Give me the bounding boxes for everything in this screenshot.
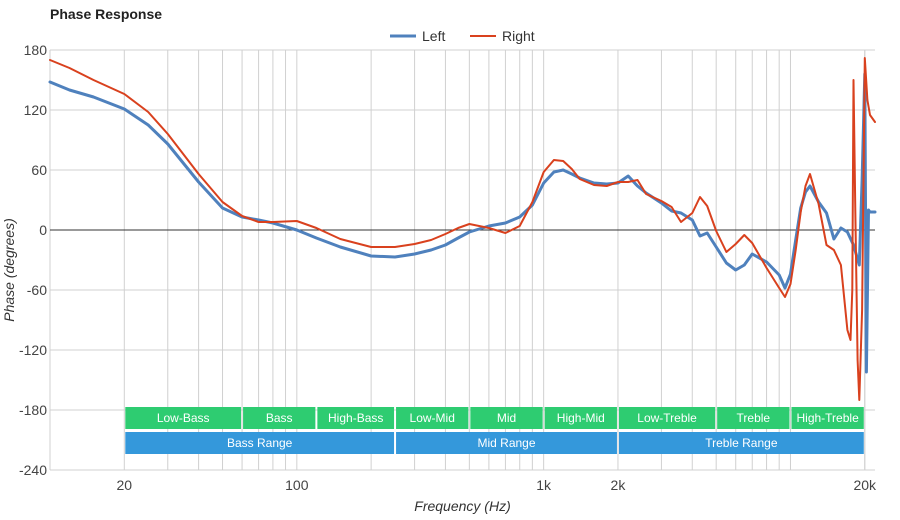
y-tick-label: -180 [19, 402, 47, 418]
band-label: Bass [266, 411, 293, 425]
y-tick-label: -240 [19, 462, 47, 478]
band-bass-range [125, 432, 395, 454]
legend-label-left: Left [422, 28, 445, 44]
x-tick-label: 100 [285, 477, 309, 493]
band-high-bass [317, 407, 395, 429]
series-line-left [48, 72, 877, 374]
x-tick-label: 20 [117, 477, 133, 493]
band-label: Low-Bass [157, 411, 210, 425]
y-tick-label: -120 [19, 342, 47, 358]
y-tick-label: -60 [27, 282, 47, 298]
band-high-mid [544, 407, 617, 429]
y-axis-label: Phase (degrees) [1, 218, 17, 322]
x-tick-label: 20k [853, 477, 877, 493]
band-treble-range [618, 432, 864, 454]
band-low-mid [396, 407, 469, 429]
band-label: Treble [737, 411, 771, 425]
band-label: Treble Range [705, 436, 778, 450]
band-low-bass [125, 407, 242, 429]
y-tick-label: 0 [39, 222, 47, 238]
band-mid [470, 407, 543, 429]
x-tick-label: 1k [536, 477, 552, 493]
band-high-treble [791, 407, 864, 429]
series-line-right [49, 57, 876, 401]
band-mid-range [396, 432, 617, 454]
band-label: High-Treble [797, 411, 860, 425]
band-treble [717, 407, 790, 429]
y-tick-label: 180 [24, 42, 48, 58]
band-label: Bass Range [227, 436, 293, 450]
y-tick-label: 60 [31, 162, 47, 178]
y-tick-label: 120 [24, 102, 48, 118]
band-label: Low-Mid [410, 411, 455, 425]
chart-title: Phase Response [50, 6, 163, 22]
band-label: Mid Range [477, 436, 535, 450]
legend-label-right: Right [502, 28, 535, 44]
legend: Left Right [390, 28, 535, 44]
x-tick-label: 2k [611, 477, 627, 493]
band-label: High-Bass [328, 411, 383, 425]
band-low-treble [618, 407, 716, 429]
band-label: Low-Treble [637, 411, 697, 425]
x-axis-label: Frequency (Hz) [414, 498, 510, 514]
band-label: Mid [497, 411, 516, 425]
band-label: High-Mid [557, 411, 605, 425]
band-bass [243, 407, 316, 429]
